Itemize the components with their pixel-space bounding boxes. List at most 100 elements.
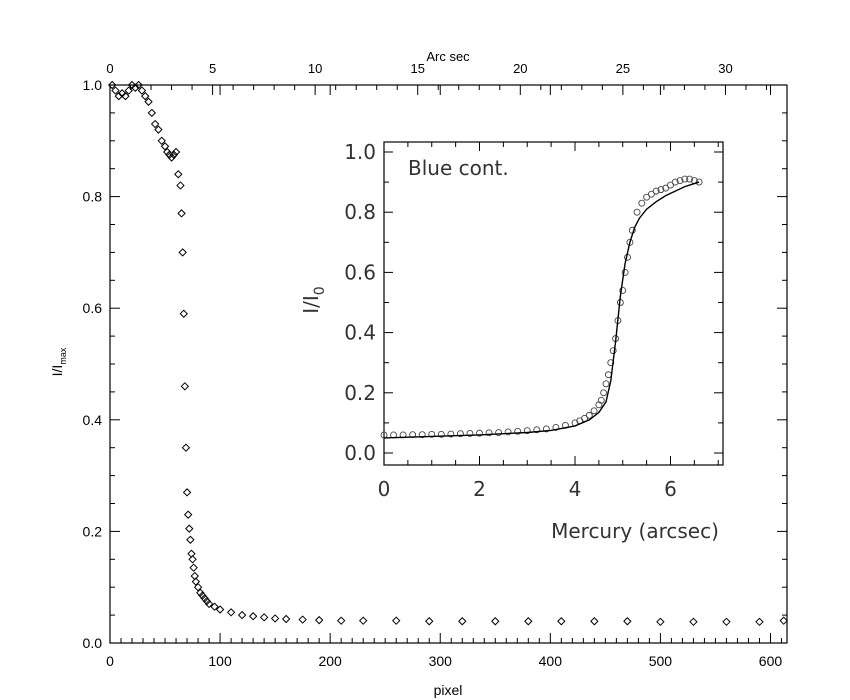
main-data-point xyxy=(186,535,195,544)
main-data-point xyxy=(181,443,191,452)
main-data-point xyxy=(358,616,368,625)
inset-data-point xyxy=(456,430,464,438)
inset-model-curve xyxy=(383,181,700,439)
inset-data-point xyxy=(523,427,531,435)
main-data-point xyxy=(458,617,467,626)
inset-data-point xyxy=(607,359,615,367)
main-y-tick-label: 0.8 xyxy=(83,189,103,205)
inset-y-axis-title-base: I/I xyxy=(299,295,323,314)
main-data-point xyxy=(259,613,269,622)
main-data-point xyxy=(185,524,194,533)
inset-y-tick-label: 0.6 xyxy=(344,260,376,284)
inset-data-point xyxy=(600,389,608,397)
main-data-point xyxy=(107,80,117,90)
main-data-point xyxy=(215,605,225,614)
main-data-point xyxy=(425,617,434,626)
inset-data-point xyxy=(418,431,426,439)
inset-data-point xyxy=(597,396,605,404)
main-top-tick-label: 25 xyxy=(616,61,630,76)
main-top-tick-label: 30 xyxy=(718,61,732,76)
main-y-tick-label: 1.0 xyxy=(83,77,103,93)
main-data-point xyxy=(491,617,500,626)
main-data-point xyxy=(210,602,219,611)
main-data-point xyxy=(656,617,665,627)
main-data-point xyxy=(131,83,140,92)
main-data-point xyxy=(623,617,632,626)
inset-data-point xyxy=(662,184,670,192)
inset-y-tick-label: 0.0 xyxy=(344,441,376,465)
main-data-points xyxy=(107,80,788,627)
main-data-point xyxy=(157,136,166,146)
inset-data-point xyxy=(552,423,560,431)
inset-axis-ticks: 0 2 4 6 0.0 0.2 0.4 0.6 0.8 1.0 xyxy=(344,140,723,501)
inset-data-point xyxy=(495,429,503,436)
inset-data-point xyxy=(485,429,493,437)
main-data-point xyxy=(169,150,179,159)
main-x-tick-label: 300 xyxy=(429,653,453,669)
main-data-point xyxy=(689,617,698,627)
inset-data-point xyxy=(695,178,703,186)
main-data-point xyxy=(176,181,185,190)
main-data-point xyxy=(270,614,280,623)
main-data-point xyxy=(111,86,120,95)
main-y-axis-title-group: I/Imax xyxy=(49,347,68,376)
main-data-point xyxy=(167,153,176,162)
inset-data-point xyxy=(643,193,651,201)
main-data-point xyxy=(336,616,346,625)
main-data-point xyxy=(226,608,236,617)
main-data-point xyxy=(590,617,599,626)
main-data-point xyxy=(124,86,133,95)
inset-data-point xyxy=(686,175,694,183)
main-x-axis-title: pixel xyxy=(434,682,463,698)
main-data-point xyxy=(722,617,731,627)
main-x-tick-label: 500 xyxy=(649,653,673,669)
main-data-point xyxy=(177,209,186,218)
inset-y-axis-title: I/I0 xyxy=(299,286,328,313)
inset-data-point xyxy=(621,268,629,276)
inset-data-point xyxy=(657,186,665,194)
main-data-point xyxy=(121,91,130,101)
inset-x-tick-label: 2 xyxy=(473,477,486,501)
main-y-axis-title: I/Imax xyxy=(49,347,68,376)
inset-data-point xyxy=(542,425,550,433)
main-data-point xyxy=(171,147,181,157)
inset-plot-frame xyxy=(383,141,724,466)
main-data-point xyxy=(392,616,401,625)
main-data-point xyxy=(114,91,124,101)
main-data-point xyxy=(314,615,324,625)
inset-x-axis-title: Mercury (arcsec) xyxy=(551,519,719,543)
main-data-point xyxy=(190,571,199,581)
inset-x-tick-label: 4 xyxy=(569,477,582,501)
inset-y-tick-label: 0.2 xyxy=(344,381,376,405)
main-data-point xyxy=(144,97,153,106)
inset-data-point xyxy=(647,190,655,198)
inset-background xyxy=(384,142,723,465)
inset-data-point xyxy=(681,175,689,183)
main-y-axis-title-subscript: max xyxy=(58,347,68,365)
main-top-tick-label: 0 xyxy=(106,61,113,76)
main-data-point xyxy=(204,599,214,609)
main-data-point xyxy=(281,614,291,624)
inset-data-point xyxy=(447,430,455,438)
main-data-point xyxy=(193,582,203,592)
inset-data-point xyxy=(476,429,483,437)
inset-y-axis-title-subscript: 0 xyxy=(312,286,328,295)
inset-data-point xyxy=(638,199,646,207)
main-data-point xyxy=(179,309,188,318)
main-data-point xyxy=(237,610,247,620)
inset-data-point xyxy=(667,181,674,189)
main-top-tick-label: 5 xyxy=(209,61,216,76)
inset-data-point xyxy=(428,430,436,438)
main-x-tick-label: 100 xyxy=(208,653,232,669)
main-x-tick-label: 200 xyxy=(318,653,342,669)
main-x-tick-label: 600 xyxy=(759,653,783,669)
inset-data-point xyxy=(633,208,641,216)
main-data-point xyxy=(150,119,160,129)
inset-data-point xyxy=(652,187,660,195)
main-y-tick-label: 0.6 xyxy=(83,300,103,316)
main-top-tick-label: 15 xyxy=(410,61,424,76)
main-data-point xyxy=(298,615,307,624)
